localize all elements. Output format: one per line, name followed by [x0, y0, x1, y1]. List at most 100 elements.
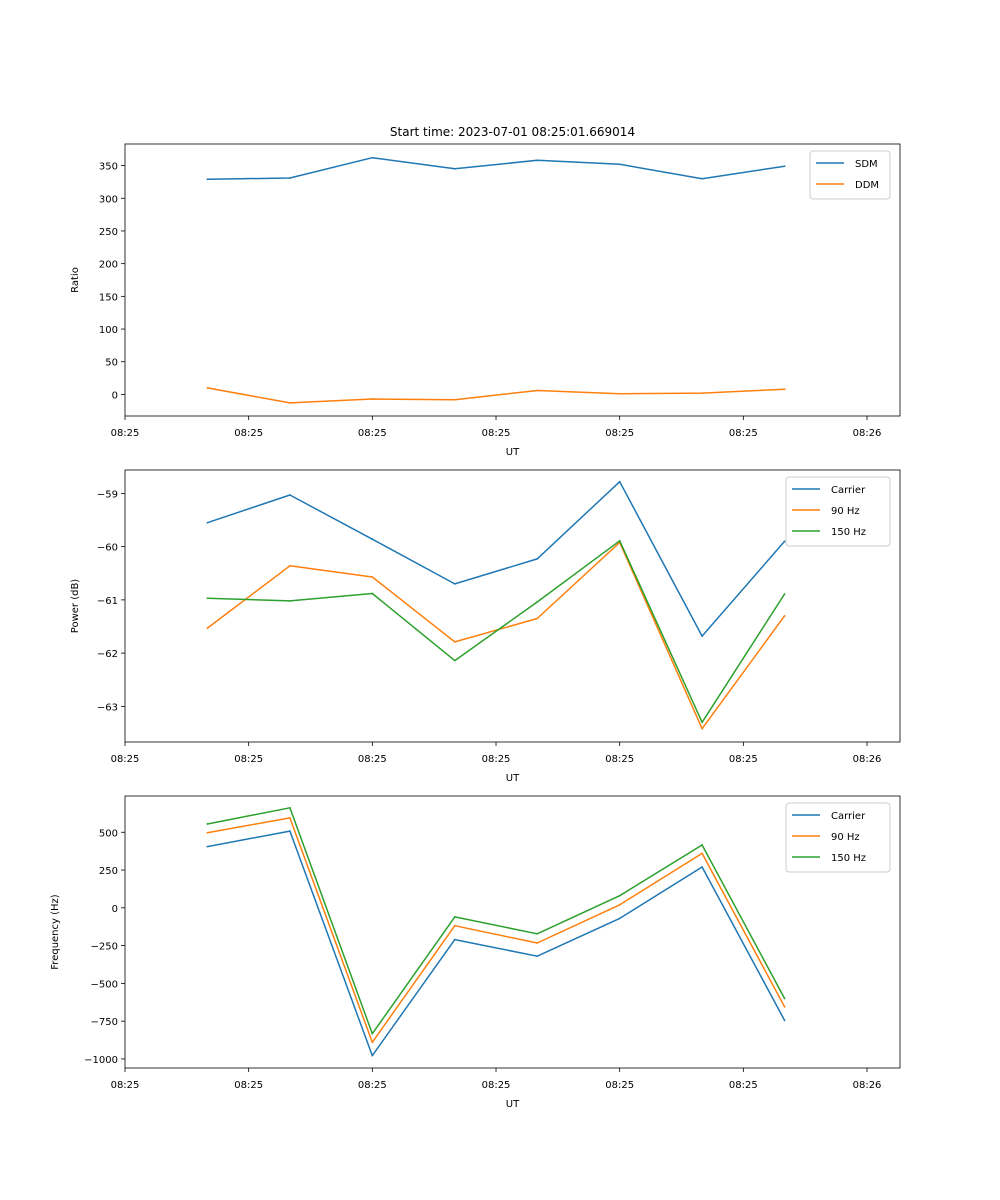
chart-panel-3: 08:25 08:25 08:25 08:25 08:25 08:25 08:26 −1000… [50, 795, 901, 1110]
data-point [536, 557, 539, 560]
data-point [783, 614, 786, 617]
y-tick-label: −59 [97, 489, 118, 500]
data-point [701, 721, 704, 724]
legend-label: SDM [855, 159, 878, 170]
series-line-carrier [207, 480, 786, 637]
data-point [371, 1054, 374, 1057]
data-point [536, 601, 539, 603]
x-tick-label: 08:25 [234, 1080, 263, 1091]
data-point [536, 942, 539, 944]
x-tick-label: 08:25 [605, 1080, 634, 1091]
legend-label: Carrier [831, 485, 866, 496]
data-point [371, 156, 374, 159]
x-tick-label: 08:25 [358, 1080, 387, 1091]
x-tick-label: 08:25 [605, 428, 634, 439]
data-point [288, 402, 291, 404]
data-point [288, 830, 291, 832]
x-tick-label: 08:25 [482, 1080, 511, 1091]
data-point [701, 177, 704, 180]
legend: Carrier 90 Hz 150 Hz [785, 802, 891, 873]
data-point [783, 593, 786, 595]
data-point [453, 398, 456, 401]
data-point [783, 997, 786, 1000]
data-point [453, 938, 456, 941]
y-tick-label: 250 [99, 227, 118, 238]
data-point [536, 932, 539, 935]
x-tick-label: 08:25 [234, 754, 263, 765]
y-tick-label: 300 [99, 194, 118, 205]
x-tick-label: 08:25 [605, 754, 634, 765]
axes-frame [124, 469, 901, 743]
x-tick-label: 08:25 [358, 754, 387, 765]
y-tick-label: −61 [97, 596, 118, 607]
axes-frame [124, 143, 901, 417]
data-point [206, 386, 209, 389]
data-point [288, 806, 291, 809]
y-tick-label: 200 [99, 260, 118, 271]
y-tick-label: −63 [97, 702, 118, 713]
series-line-sdm [207, 156, 785, 181]
data-point [288, 177, 291, 179]
data-point [536, 955, 539, 958]
series-line-90-hz [207, 817, 786, 1044]
data-point [618, 392, 621, 395]
data-point [288, 564, 291, 567]
data-point [783, 540, 786, 543]
data-point [618, 917, 621, 920]
data-point [618, 894, 621, 897]
data-point [288, 600, 291, 602]
data-point [453, 924, 456, 927]
data-point [288, 494, 291, 496]
series-line-carrier [207, 830, 786, 1057]
data-point [783, 388, 786, 391]
x-axis-label: UT [506, 1099, 520, 1110]
data-point [206, 597, 209, 600]
data-point [371, 592, 374, 595]
x-tick-label: 08:25 [729, 1080, 758, 1091]
y-tick-label: 0 [112, 390, 118, 401]
data-point [371, 398, 374, 400]
chart-title: Start time: 2023-07-01 08:25:01.669014 [390, 125, 635, 139]
data-point [783, 1019, 786, 1022]
y-tick-label: −1000 [84, 1055, 118, 1066]
y-tick-label: −500 [91, 979, 118, 990]
y-tick-label: −750 [91, 1017, 118, 1028]
legend-label: Carrier [831, 811, 866, 822]
axes-frame [124, 795, 901, 1069]
legend: Carrier 90 Hz 150 Hz [785, 476, 891, 547]
data-point [536, 159, 539, 162]
data-point [453, 659, 456, 662]
legend-box [809, 150, 891, 200]
data-point [453, 167, 456, 170]
data-point [206, 845, 209, 848]
x-tick-label: 08:25 [111, 428, 140, 439]
legend-label: 150 Hz [831, 527, 866, 538]
data-point [206, 521, 209, 524]
legend-box [785, 476, 891, 547]
data-point [536, 617, 539, 620]
data-point [206, 823, 209, 825]
data-point [618, 163, 621, 166]
chart-panel-2: 08:25 08:25 08:25 08:25 08:25 08:25 08:26 −63 −6… [70, 469, 901, 784]
series-line-90-hz [206, 541, 786, 730]
data-point [701, 392, 704, 395]
series-line-ddm [207, 387, 785, 404]
y-tick-label: 150 [99, 292, 118, 303]
x-tick-label: 08:25 [234, 428, 263, 439]
legend-label: 90 Hz [831, 506, 860, 517]
y-tick-label: 100 [99, 325, 118, 336]
data-point [536, 389, 539, 392]
y-axis-label: Ratio [70, 267, 81, 293]
data-point [701, 866, 704, 868]
x-tick-label: 08:25 [482, 428, 511, 439]
x-tick-label: 08:25 [729, 428, 758, 439]
y-tick-label: 350 [99, 162, 118, 173]
data-point [701, 852, 704, 855]
data-point [701, 635, 704, 637]
chart-panel-1: Start time: 2023-07-01 08:25:01.669014 08… [70, 125, 901, 458]
x-tick-label: 08:25 [111, 754, 140, 765]
data-point [206, 178, 209, 181]
y-tick-label: 50 [105, 358, 118, 369]
legend-label: 150 Hz [831, 853, 866, 864]
legend: SDM DDM [809, 150, 891, 200]
